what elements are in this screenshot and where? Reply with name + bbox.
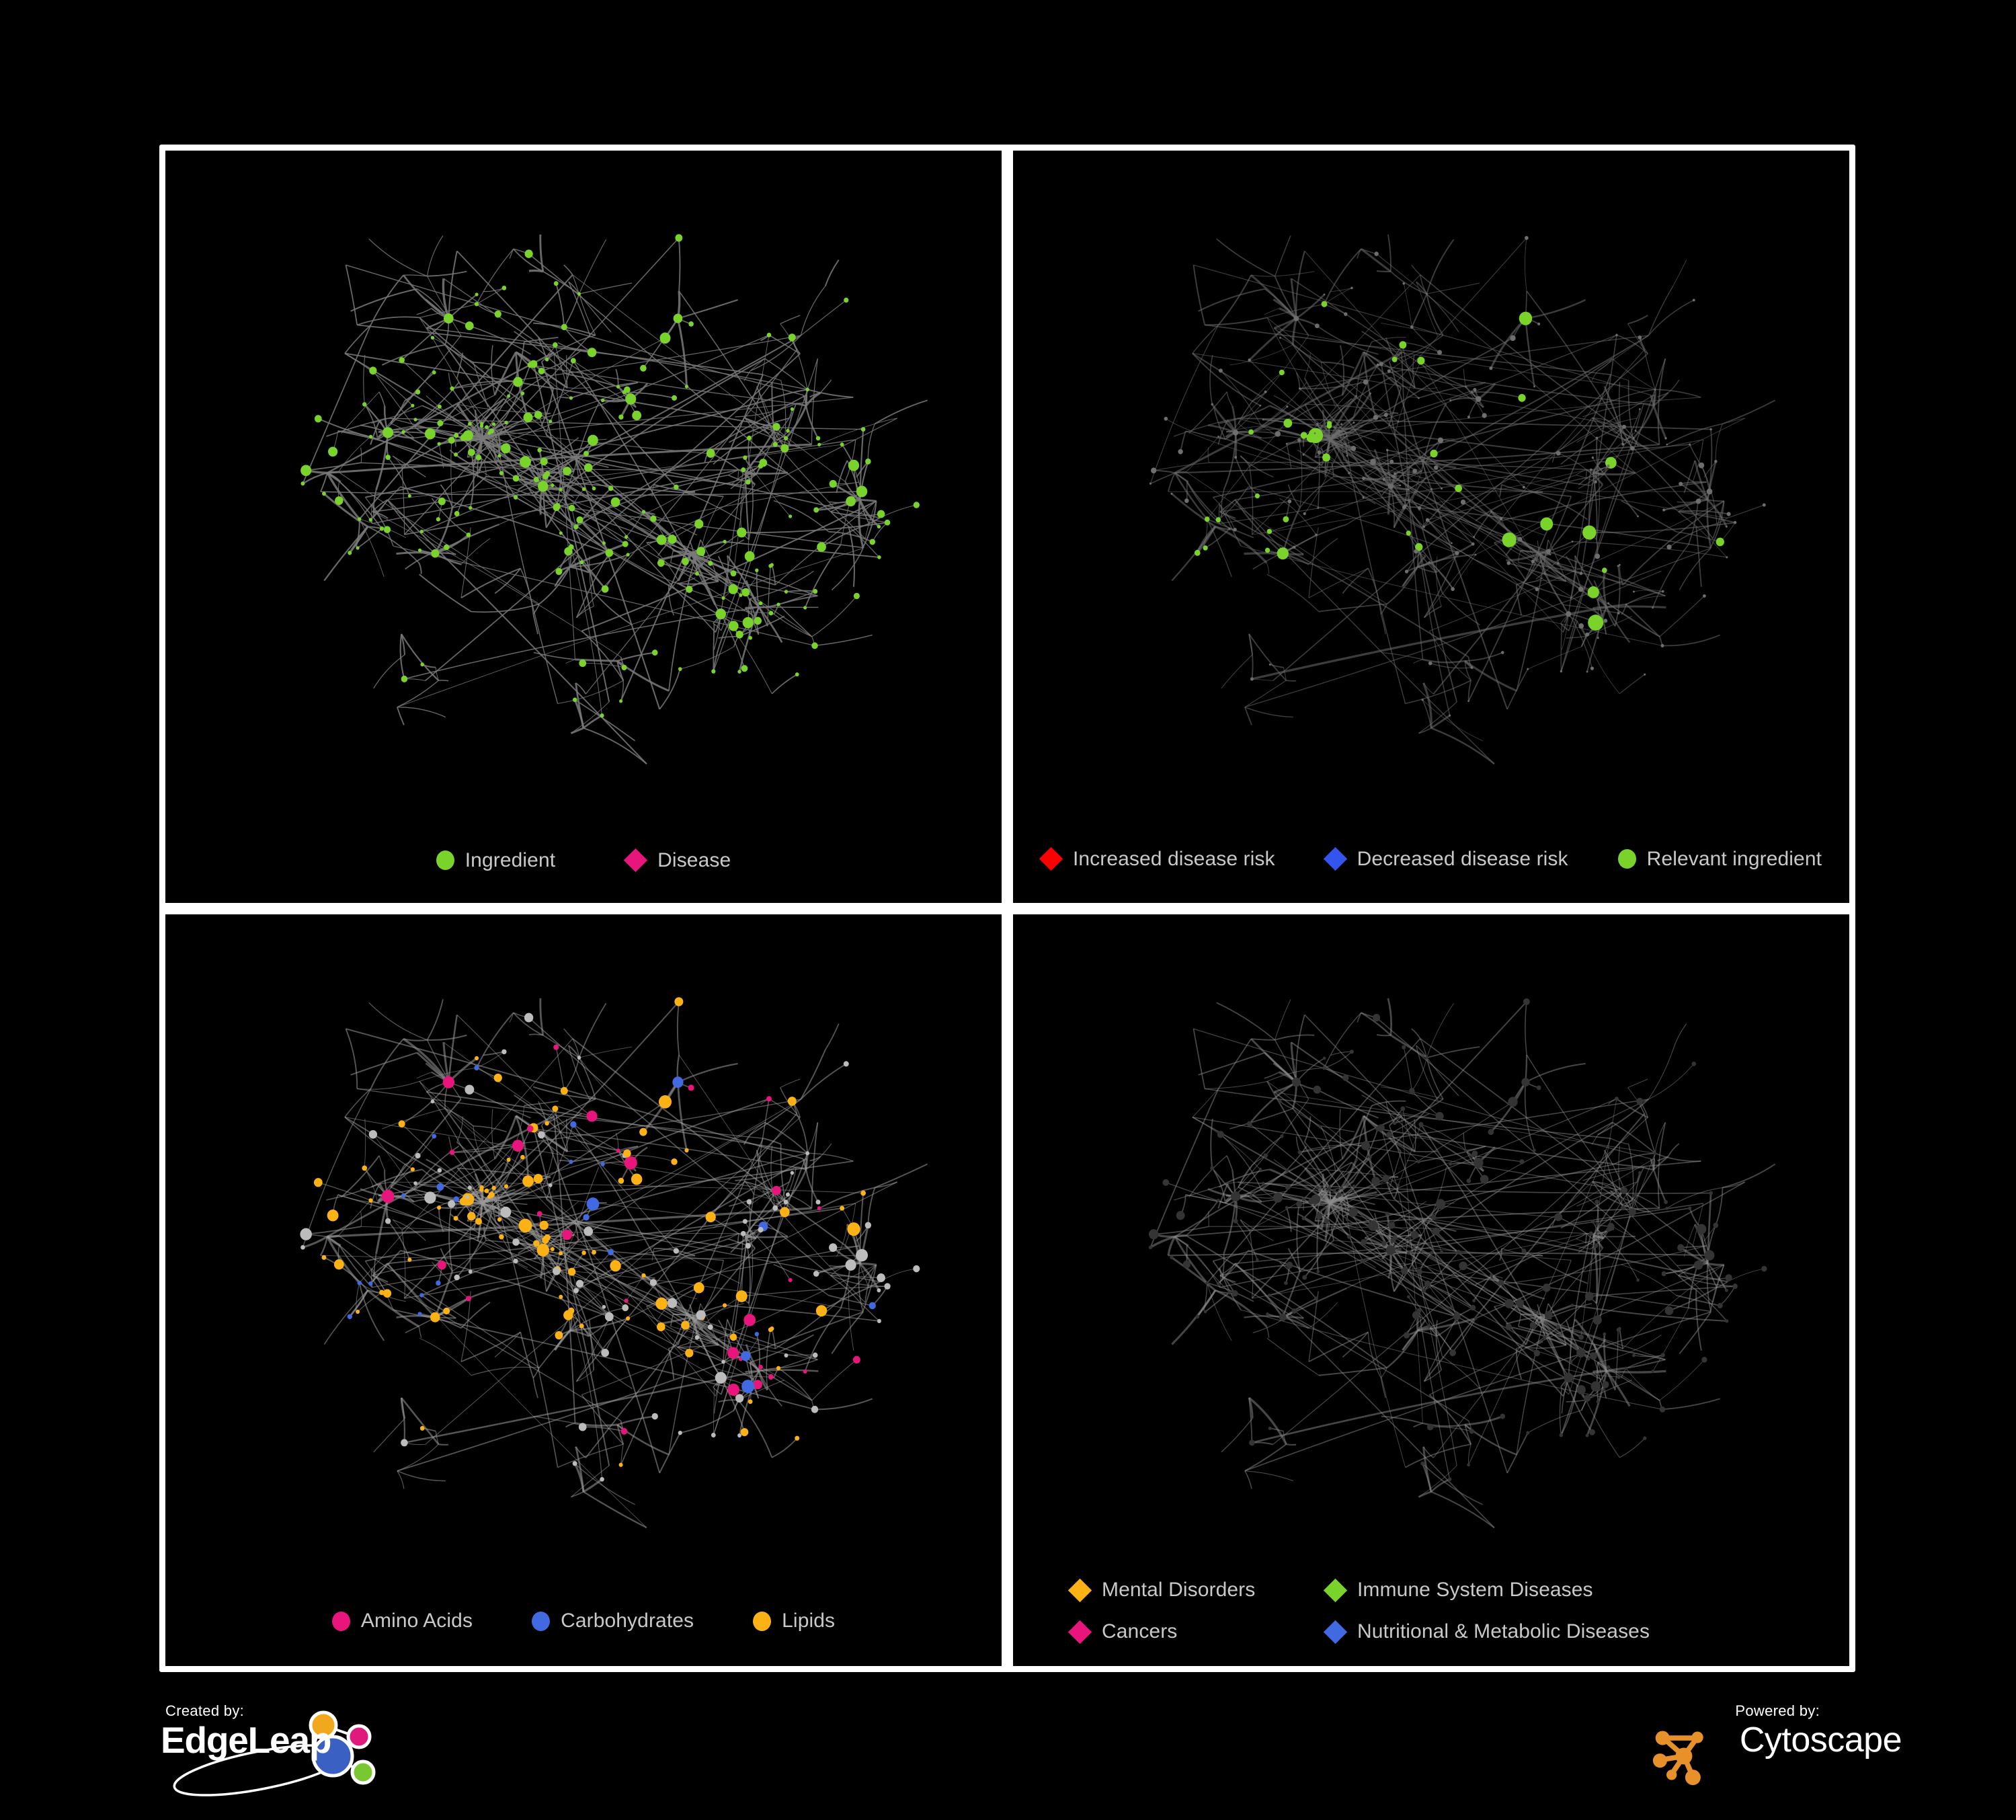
legend-item-relevant-ingredient[interactable]: Relevant ingredient (1617, 847, 1822, 871)
legend-swatch-circle-icon (436, 850, 454, 870)
legend-swatch-diamond-icon (1067, 1578, 1092, 1602)
brand-cytoscape[interactable]: Powered by: Cytoscape (1619, 1700, 1902, 1814)
legend-item-carbohydrates[interactable]: Carbohydrates (532, 1610, 694, 1632)
edgeleap-wordmark: EdgeLeap (161, 1719, 331, 1761)
legend-item-immune-system-diseases[interactable]: Immune System Diseases (1323, 1578, 1593, 1602)
legend-item-nutritional-metabolic-diseases[interactable]: Nutritional & Metabolic Diseases (1323, 1620, 1650, 1644)
network-canvas-panel-2[interactable] (1013, 151, 1849, 903)
legend-panel-4: Mental Disorders Immune System Diseases … (1013, 1578, 1849, 1644)
panel-ingredient-class-network[interactable]: Amino Acids Carbohydrates Lipids (165, 914, 1002, 1667)
legend-swatch-circle-icon (331, 1611, 350, 1631)
brand-edgeleap[interactable]: Created by: EdgeLeap (159, 1700, 482, 1814)
legend-label: Disease (657, 848, 731, 871)
legend-label: Cancers (1102, 1620, 1178, 1643)
legend-label: Amino Acids (360, 1610, 473, 1632)
legend-swatch-diamond-icon (1039, 846, 1063, 871)
legend-label: Relevant ingredient (1646, 847, 1822, 870)
panel-disease-class-network[interactable]: Mental Disorders Immune System Diseases … (1013, 914, 1849, 1667)
legend-swatch-diamond-icon (1067, 1620, 1092, 1644)
footer-branding: Created by: EdgeLeap Powered by: (0, 1688, 2016, 1820)
figure-panel-grid: Ingredient Disease Increased disease ris… (159, 145, 1855, 1672)
legend-label: Lipids (782, 1610, 836, 1632)
legend-swatch-diamond-icon (1323, 1620, 1348, 1644)
legend-label: Decreased disease risk (1357, 847, 1568, 870)
legend-item-ingredient[interactable]: Ingredient (436, 849, 555, 872)
legend-swatch-diamond-icon (1323, 846, 1347, 871)
cytoscape-wordmark: Cytoscape (1739, 1720, 1902, 1759)
legend-label: Nutritional & Metabolic Diseases (1357, 1620, 1650, 1643)
legend-swatch-circle-icon (1617, 849, 1636, 869)
created-by-kicker: Created by: (165, 1702, 245, 1719)
legend-swatch-diamond-icon (623, 848, 648, 873)
edgeleap-logo-icon (173, 1710, 376, 1796)
legend-label: Ingredient (465, 848, 556, 871)
legend-swatch-diamond-icon (1323, 1578, 1348, 1602)
legend-item-amino-acids[interactable]: Amino Acids (331, 1610, 473, 1632)
legend-label: Carbohydrates (561, 1610, 694, 1632)
panel-disease-risk-network[interactable]: Increased disease risk Decreased disease… (1013, 151, 1849, 903)
powered-by-kicker: Powered by: (1735, 1702, 1820, 1719)
legend-item-lipids[interactable]: Lipids (753, 1610, 835, 1632)
network-canvas-panel-4[interactable] (1013, 914, 1849, 1667)
legend-item-mental-disorders[interactable]: Mental Disorders (1067, 1578, 1256, 1602)
network-canvas-panel-1[interactable] (165, 151, 1002, 903)
cytoscape-logo-icon (1652, 1731, 1703, 1786)
legend-panel-2: Increased disease risk Decreased disease… (1013, 846, 1849, 871)
legend-swatch-circle-icon (532, 1611, 551, 1631)
legend-item-disease[interactable]: Disease (623, 848, 731, 873)
legend-item-increased-disease-risk[interactable]: Increased disease risk (1039, 846, 1275, 871)
panel-ingredient-disease-network[interactable]: Ingredient Disease (165, 151, 1002, 903)
legend-item-decreased-disease-risk[interactable]: Decreased disease risk (1323, 846, 1568, 871)
legend-item-cancers[interactable]: Cancers (1067, 1620, 1178, 1644)
network-canvas-panel-3[interactable] (165, 914, 1002, 1667)
legend-label: Mental Disorders (1102, 1579, 1256, 1601)
legend-label: Increased disease risk (1072, 847, 1275, 870)
legend-label: Immune System Diseases (1357, 1579, 1593, 1601)
legend-panel-1: Ingredient Disease (165, 848, 1002, 873)
legend-swatch-circle-icon (753, 1611, 772, 1631)
legend-panel-3: Amino Acids Carbohydrates Lipids (165, 1610, 1002, 1632)
